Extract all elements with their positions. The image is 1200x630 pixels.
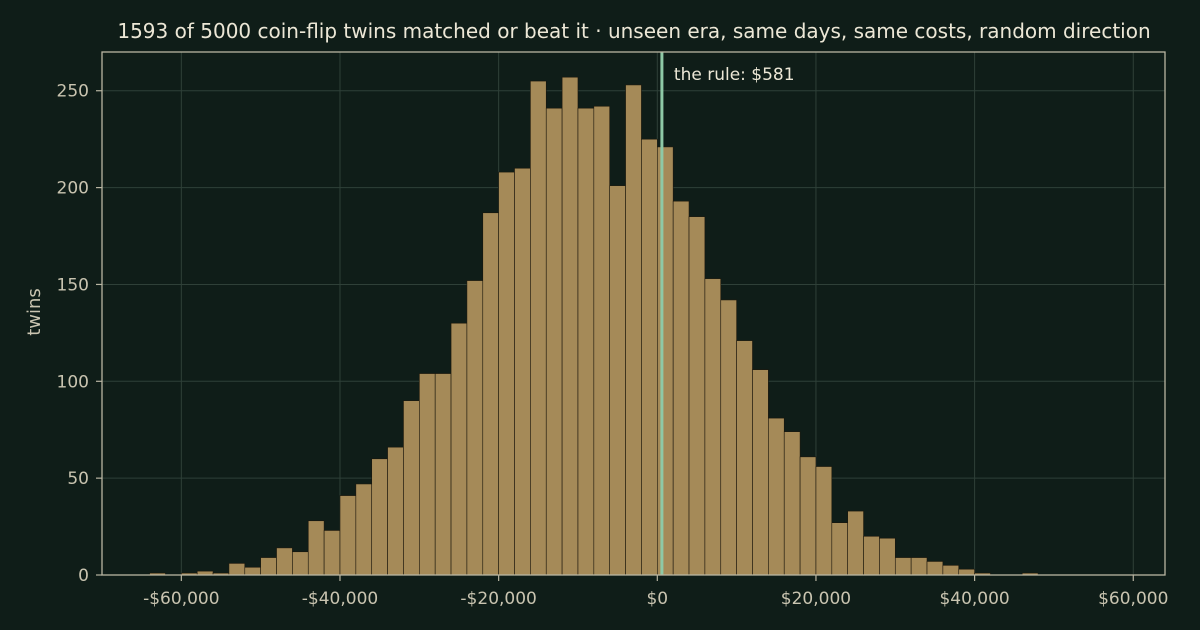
histogram-bar [419, 373, 436, 576]
histogram-bar [641, 138, 658, 576]
histogram-bar [371, 458, 388, 576]
histogram-bar [894, 557, 912, 576]
histogram-bar [879, 537, 896, 576]
plot-frame [101, 51, 1166, 576]
histogram-bar [736, 340, 753, 576]
histogram-bar [672, 200, 690, 576]
histogram-bar [403, 400, 420, 576]
chart-title: 1593 of 5000 coin-flip twins matched or … [117, 19, 1150, 43]
histogram-bar [656, 146, 674, 576]
histogram-bar [704, 278, 722, 576]
histogram-bar [434, 373, 452, 576]
histogram-bar [387, 446, 404, 576]
x-tick-label: $0 [646, 589, 668, 609]
histogram-bar [260, 557, 277, 576]
rule-label: the rule: $581 [674, 65, 795, 85]
histogram-bar [482, 212, 499, 576]
histogram-bar [577, 107, 595, 576]
histogram-bar [244, 566, 261, 576]
histogram-bar [307, 520, 325, 576]
histogram-bar [688, 216, 706, 576]
x-tick-label: -$60,000 [143, 589, 219, 609]
histogram-bar [561, 76, 579, 576]
histogram-bar [339, 495, 357, 576]
histogram-bar [545, 107, 563, 576]
y-tick-label: 100 [57, 372, 89, 392]
y-tick-label: 150 [57, 275, 89, 295]
histogram-bar [450, 322, 468, 576]
x-tick-label: $20,000 [781, 589, 851, 609]
histogram-bar [609, 185, 626, 576]
y-tick-label: 50 [67, 469, 89, 489]
y-tick-label: 200 [57, 179, 89, 199]
histogram-bar [530, 80, 547, 576]
histogram-bar [783, 431, 801, 576]
histogram-bar [752, 369, 769, 576]
histogram-bar [768, 417, 785, 576]
histogram-bar [593, 105, 611, 576]
histogram-bar [815, 466, 833, 576]
y-tick-label: 250 [57, 82, 89, 102]
y-axis-label: twins [24, 288, 45, 336]
histogram-bar [625, 84, 642, 576]
histogram-bar [514, 167, 531, 576]
histogram-bar [958, 568, 975, 576]
histogram-bar [276, 547, 293, 576]
histogram-bar [831, 522, 848, 576]
histogram-bar [228, 563, 246, 576]
histogram-bar [926, 561, 944, 576]
histogram-bar [355, 483, 373, 576]
y-tick-label: 0 [78, 566, 89, 586]
x-tick-label: -$40,000 [302, 589, 378, 609]
histogram-bar [466, 280, 484, 576]
histogram-bar [910, 557, 928, 576]
histogram-bar [799, 456, 817, 576]
rule-marker: the rule: $581 [660, 52, 795, 575]
axes: -$60,000 -$40,000 -$20,000 $0 $20,000 $40,000… [57, 51, 1168, 609]
x-tick-label: $40,000 [939, 589, 1009, 609]
histogram-bars [149, 76, 1039, 576]
histogram-bar [323, 530, 341, 576]
x-tick-label: $60,000 [1098, 589, 1168, 609]
histogram-bar [942, 565, 960, 576]
histogram-bar [498, 171, 515, 576]
histogram-bar [292, 551, 309, 576]
histogram-bar [847, 510, 864, 576]
histogram-bar [863, 535, 880, 576]
histogram-bar [720, 299, 737, 576]
x-tick-label: -$20,000 [460, 589, 536, 609]
